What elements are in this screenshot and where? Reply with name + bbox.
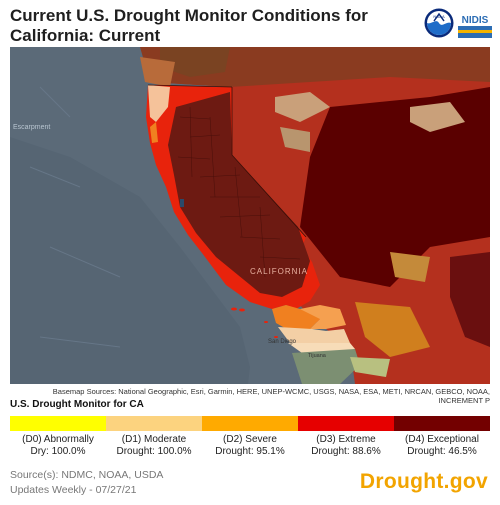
d1-patch-3	[280, 127, 310, 152]
header: Current U.S. Drought Monitor Conditions …	[0, 0, 500, 50]
nidis-logo-text: NIDIS	[462, 15, 489, 26]
legend-swatch-d3	[298, 416, 394, 431]
escarpment-label: Escarpment	[13, 124, 50, 131]
legend-label-d3-line1: (D3) Extreme	[316, 434, 376, 445]
ca-coast-d2	[150, 122, 158, 143]
ocean-deep	[10, 137, 250, 384]
d4-arizona-patch	[450, 252, 490, 347]
legend-swatch-d0	[10, 416, 106, 431]
d1-patch-1	[275, 92, 330, 122]
legend-item-d2: (D2) Severe Drought: 95.1%	[202, 416, 298, 464]
oregon-west	[160, 47, 230, 77]
legend-label-d2-line1: (D2) Severe	[223, 434, 277, 445]
legend-label-d2: (D2) Severe Drought: 95.1%	[202, 434, 298, 458]
legend-label-d2-line2: Drought: 95.1%	[215, 446, 285, 457]
legend-label-d3-line2: Drought: 88.6%	[311, 446, 381, 457]
legend: (D0) Abnormally Dry: 100.0% (D1) Moderat…	[10, 416, 490, 464]
basemap-attribution: Basemap Sources: National Geographic, Es…	[52, 387, 490, 405]
legend-label-d4: (D4) Exceptional Drought: 46.5%	[394, 434, 490, 458]
ca-north-coast-d1	[148, 85, 170, 122]
legend-label-d1-line2: Drought: 100.0%	[116, 446, 192, 457]
legend-item-d4: (D4) Exceptional Drought: 46.5%	[394, 416, 490, 464]
california-d4	[168, 92, 310, 297]
noaa-logo-text: NOAA	[433, 14, 445, 19]
legend-title: U.S. Drought Monitor for CA	[10, 399, 144, 410]
updates-text: Updates Weekly - 07/27/21	[10, 484, 137, 496]
legend-swatch-d2	[202, 416, 298, 431]
footer-source: Source(s): NDMC, NOAA, USDA Updates Week…	[10, 468, 163, 498]
legend-item-d1: (D1) Moderate Drought: 100.0%	[106, 416, 202, 464]
island-1	[231, 307, 237, 311]
california-label: CALIFORNIA	[250, 267, 308, 276]
nidis-logo[interactable]: NIDIS	[458, 8, 492, 38]
county-lines	[177, 106, 301, 278]
socal-d2b	[300, 305, 346, 329]
legend-label-d4-line1: (D4) Exceptional	[405, 434, 479, 445]
legend-label-d0: (D0) Abnormally Dry: 100.0%	[10, 434, 106, 458]
d2-arizona-patch	[355, 302, 430, 357]
ocean-floor-lines	[29, 86, 121, 348]
legend-label-d0-line2: Dry: 100.0%	[30, 446, 86, 457]
legend-label-d0-line1: (D0) Abnormally	[22, 434, 94, 445]
drought-map[interactable]: Escarpment CALIFORNIA San Diego Tijuana	[10, 47, 490, 384]
mexico-land	[292, 349, 360, 384]
san-diego-label: San Diego	[268, 339, 297, 345]
ca-or-border	[147, 84, 233, 88]
legend-label-d1: (D1) Moderate Drought: 100.0%	[106, 434, 202, 458]
noaa-logo[interactable]: NOAA	[424, 8, 454, 38]
island-2	[239, 308, 245, 312]
map-canvas[interactable]: Escarpment CALIFORNIA San Diego Tijuana	[10, 47, 490, 384]
legend-label-d1-line1: (D1) Moderate	[121, 434, 187, 445]
bay-area-marker	[180, 199, 184, 207]
island-4	[274, 336, 278, 338]
source-text: Source(s): NDMC, NOAA, USDA	[10, 469, 164, 481]
legend-item-d0: (D0) Abnormally Dry: 100.0%	[10, 416, 106, 464]
page-title: Current U.S. Drought Monitor Conditions …	[10, 6, 368, 45]
legend-label-d4-line2: Drought: 46.5%	[407, 446, 477, 457]
ca-nv-border	[231, 87, 307, 238]
socal-d1	[278, 327, 350, 347]
island-3	[264, 321, 268, 323]
tijuana-label: Tijuana	[308, 353, 327, 359]
d1-patch-2	[410, 102, 465, 132]
d2-patch-1	[390, 252, 430, 282]
d4-nevada-patch	[300, 87, 490, 287]
oregon-coast-patch	[140, 57, 175, 87]
mexico-d0-strip	[350, 357, 390, 377]
legend-item-d3: (D3) Extreme Drought: 88.6%	[298, 416, 394, 464]
drought-gov-link[interactable]: Drought.gov	[359, 470, 488, 493]
legend-swatch-d1	[106, 416, 202, 431]
legend-swatch-d4	[394, 416, 490, 431]
legend-label-d3: (D3) Extreme Drought: 88.6%	[298, 434, 394, 458]
